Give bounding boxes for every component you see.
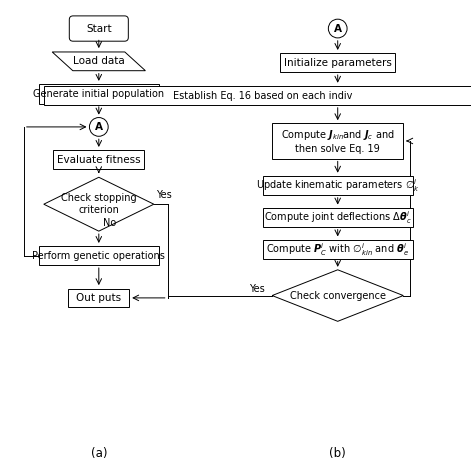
FancyBboxPatch shape (68, 289, 129, 307)
Text: Yes: Yes (156, 190, 172, 200)
Circle shape (328, 19, 347, 38)
Text: Compute $\boldsymbol{P}^i_C$ with $\emptyset^i_{kin}$ and $\boldsymbol{\theta}^i: Compute $\boldsymbol{P}^i_C$ with $\empt… (266, 241, 409, 257)
FancyBboxPatch shape (39, 84, 158, 104)
Text: (a): (a) (91, 447, 107, 460)
Text: Initialize parameters: Initialize parameters (284, 58, 392, 68)
FancyBboxPatch shape (280, 54, 395, 72)
FancyBboxPatch shape (263, 176, 413, 195)
Text: Load data: Load data (73, 56, 125, 66)
Text: Yes: Yes (249, 283, 265, 293)
Polygon shape (272, 270, 403, 321)
Text: Perform genetic operations: Perform genetic operations (32, 251, 165, 261)
FancyBboxPatch shape (39, 246, 158, 265)
Text: Establish Eq. 16 based on each indiv: Establish Eq. 16 based on each indiv (173, 91, 353, 100)
Text: Check stopping
criterion: Check stopping criterion (61, 193, 137, 215)
Text: Out puts: Out puts (76, 293, 121, 303)
Text: Compute $\boldsymbol{J}_{kin}$and $\boldsymbol{J}_{c}$ and
then solve Eq. 19: Compute $\boldsymbol{J}_{kin}$and $\bold… (281, 128, 394, 154)
Text: Update kinematic parameters $\emptyset^i_k$: Update kinematic parameters $\emptyset^i… (256, 177, 419, 194)
FancyBboxPatch shape (53, 150, 145, 169)
Text: (b): (b) (329, 447, 346, 460)
Text: Evaluate fitness: Evaluate fitness (57, 155, 141, 164)
FancyBboxPatch shape (44, 86, 474, 105)
FancyBboxPatch shape (263, 208, 413, 227)
Text: Check convergence: Check convergence (290, 291, 386, 301)
Polygon shape (44, 177, 154, 231)
Text: A: A (334, 24, 342, 34)
Text: No: No (102, 218, 116, 228)
FancyBboxPatch shape (263, 240, 413, 258)
Text: A: A (95, 122, 103, 132)
Circle shape (90, 118, 108, 137)
Polygon shape (52, 52, 146, 71)
Text: Generate initial population: Generate initial population (33, 89, 164, 99)
Text: Start: Start (86, 24, 111, 34)
Text: Compute joint deflections $\Delta\boldsymbol{\theta}^i_c$: Compute joint deflections $\Delta\boldsy… (264, 209, 411, 226)
FancyBboxPatch shape (272, 123, 403, 158)
FancyBboxPatch shape (69, 16, 128, 41)
